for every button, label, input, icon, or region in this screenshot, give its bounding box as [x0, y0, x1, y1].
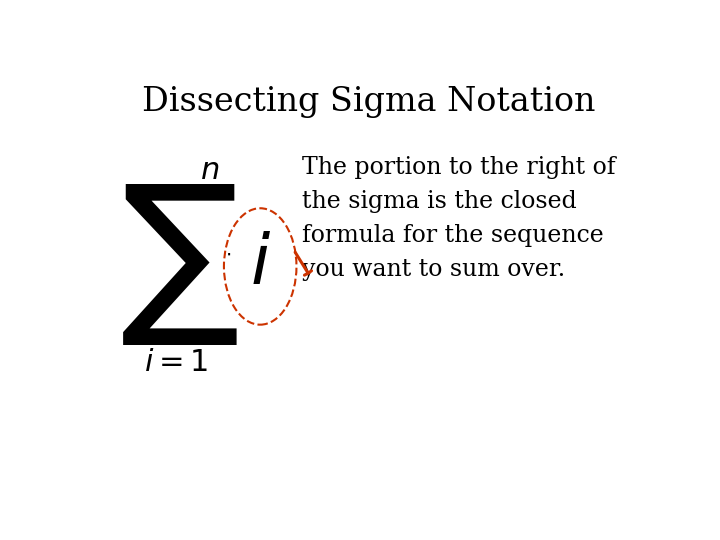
Text: $\sum$: $\sum$	[120, 182, 238, 347]
Text: $\cdot$: $\cdot$	[225, 245, 231, 264]
Text: Dissecting Sigma Notation: Dissecting Sigma Notation	[143, 85, 595, 118]
Text: The portion to the right of
the sigma is the closed
formula for the sequence
you: The portion to the right of the sigma is…	[302, 156, 616, 281]
Text: $i$: $i$	[250, 231, 271, 298]
Text: $i=1$: $i=1$	[144, 348, 209, 376]
Text: $n$: $n$	[200, 156, 220, 185]
